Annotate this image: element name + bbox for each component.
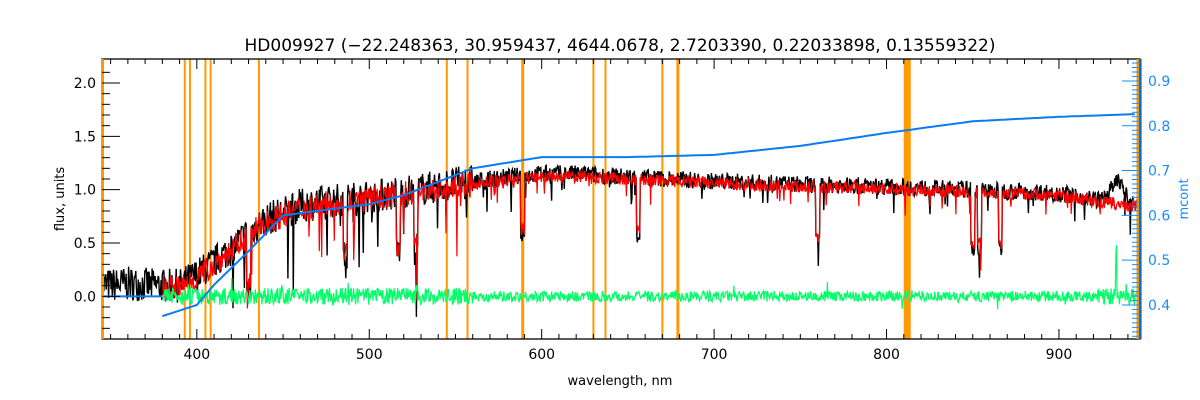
x-tick-label: 500 bbox=[356, 347, 383, 363]
y2-tick-label: 0.9 bbox=[1148, 74, 1170, 90]
y-tick-label: 2.0 bbox=[74, 76, 96, 92]
y2-tick-label: 0.6 bbox=[1148, 208, 1170, 224]
x-tick-label: 800 bbox=[873, 347, 900, 363]
chart-title: HD009927 (−22.248363, 30.959437, 4644.06… bbox=[245, 36, 996, 56]
residual-line bbox=[161, 245, 1140, 310]
axes: 400 500 600 700 800 900 0.0 0.5 1.0 1.5 2.0 0.4 0.5 0… bbox=[74, 59, 1170, 363]
y2-tick-label: 0.7 bbox=[1148, 164, 1170, 180]
series-group bbox=[101, 113, 1141, 318]
x-tick-label: 600 bbox=[528, 347, 555, 363]
x-tick-label: 700 bbox=[701, 347, 728, 363]
y-axis-label: flux, units bbox=[53, 167, 68, 232]
continuum-line bbox=[161, 113, 1135, 318]
y2-axis-label: mcont bbox=[1177, 178, 1192, 219]
y-tick-label: 0.5 bbox=[74, 236, 96, 252]
x-tick-label: 400 bbox=[183, 347, 210, 363]
y-tick-label: 0.0 bbox=[74, 289, 96, 305]
y2-tick-label: 0.5 bbox=[1148, 253, 1170, 269]
x-axis-label: wavelength, nm bbox=[568, 374, 673, 389]
model-flux-line bbox=[161, 170, 1140, 309]
y-tick-label: 1.5 bbox=[74, 129, 96, 145]
y-tick-label: 1.0 bbox=[74, 183, 96, 199]
y2-tick-label: 0.8 bbox=[1148, 119, 1170, 135]
y2-tick-label: 0.4 bbox=[1148, 298, 1170, 314]
x-tick-label: 900 bbox=[1046, 347, 1073, 363]
